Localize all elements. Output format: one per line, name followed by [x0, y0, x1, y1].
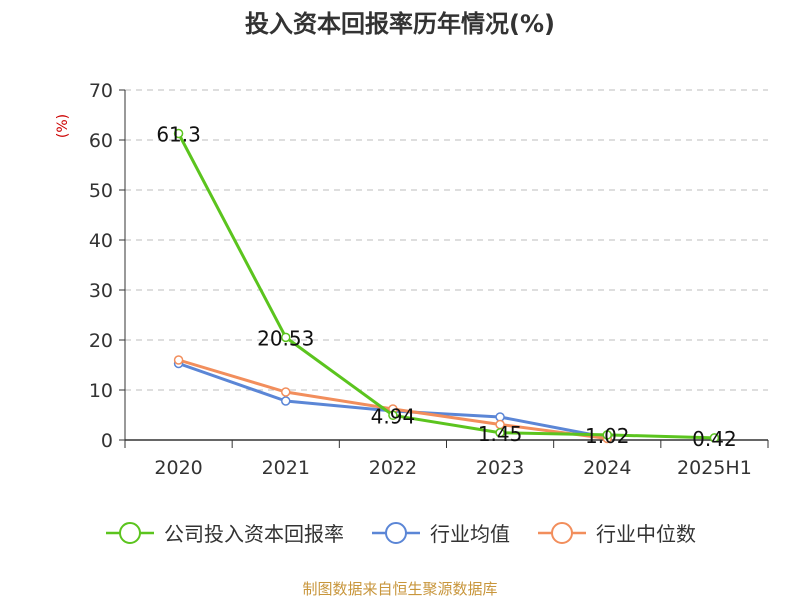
- data-point: [281, 387, 291, 397]
- data-label: 0.42: [692, 427, 737, 451]
- legend-swatch-icon: [538, 521, 586, 544]
- y-tick-label: 30: [89, 280, 113, 302]
- data-point: [281, 332, 291, 343]
- y-tick-label: 10: [89, 380, 113, 402]
- legend-label: 公司投入资本回报率: [164, 522, 344, 546]
- data-point: [709, 433, 720, 443]
- data-label: 61.3: [156, 123, 201, 147]
- series-lines: [173, 128, 720, 444]
- legend-item: 行业均值: [370, 518, 510, 547]
- x-tick-label: 2024: [583, 457, 631, 479]
- y-tick-label: 0: [101, 430, 113, 452]
- grid-lines: [125, 89, 768, 391]
- data-point: [495, 428, 505, 438]
- y-axis-unit-label: (%): [55, 114, 71, 138]
- series-line: [177, 132, 715, 440]
- data-point: [388, 410, 398, 421]
- data-label: 20.53: [257, 326, 314, 350]
- legend-item: 行业中位数: [536, 518, 696, 547]
- legend-swatch-icon: [372, 521, 420, 544]
- data-point: [281, 396, 291, 406]
- y-tick-label: 50: [89, 180, 113, 202]
- x-tick-label: 2022: [369, 457, 417, 479]
- y-tick-label: 60: [89, 130, 113, 152]
- data-point: [602, 430, 612, 440]
- x-tick-label: 2020: [154, 457, 202, 479]
- data-label: 1.45: [478, 422, 523, 446]
- chart-title: 投入资本回报率历年情况(%): [245, 10, 555, 38]
- data-label: 4.94: [371, 404, 416, 428]
- x-tick-label: 2021: [262, 457, 310, 479]
- axes: 0 10 20 30 40 50 60 70 2020 2021 2022 2023 2024 2025H…: [55, 80, 769, 479]
- data-label: 1.02: [585, 424, 630, 448]
- data-point: [173, 128, 184, 139]
- data-point: [173, 355, 184, 365]
- x-tick-label: 2023: [476, 457, 524, 479]
- y-tick-label: 70: [89, 80, 113, 102]
- legend: 公司投入资本回报率 行业均值 行业中位数: [0, 518, 800, 547]
- legend-item: 公司投入资本回报率: [104, 518, 344, 547]
- y-tick-label: 40: [89, 230, 113, 252]
- legend-label: 行业中位数: [596, 522, 696, 546]
- legend-swatch-icon: [106, 521, 154, 544]
- legend-label: 行业均值: [430, 522, 510, 546]
- x-tick-label: 2025H1: [677, 457, 752, 479]
- source-note: 制图数据来自恒生聚源数据库: [302, 580, 498, 598]
- y-tick-label: 20: [89, 330, 113, 352]
- data-labels: 61.3 20.53 4.94 1.45 1.02 0.42: [156, 123, 736, 451]
